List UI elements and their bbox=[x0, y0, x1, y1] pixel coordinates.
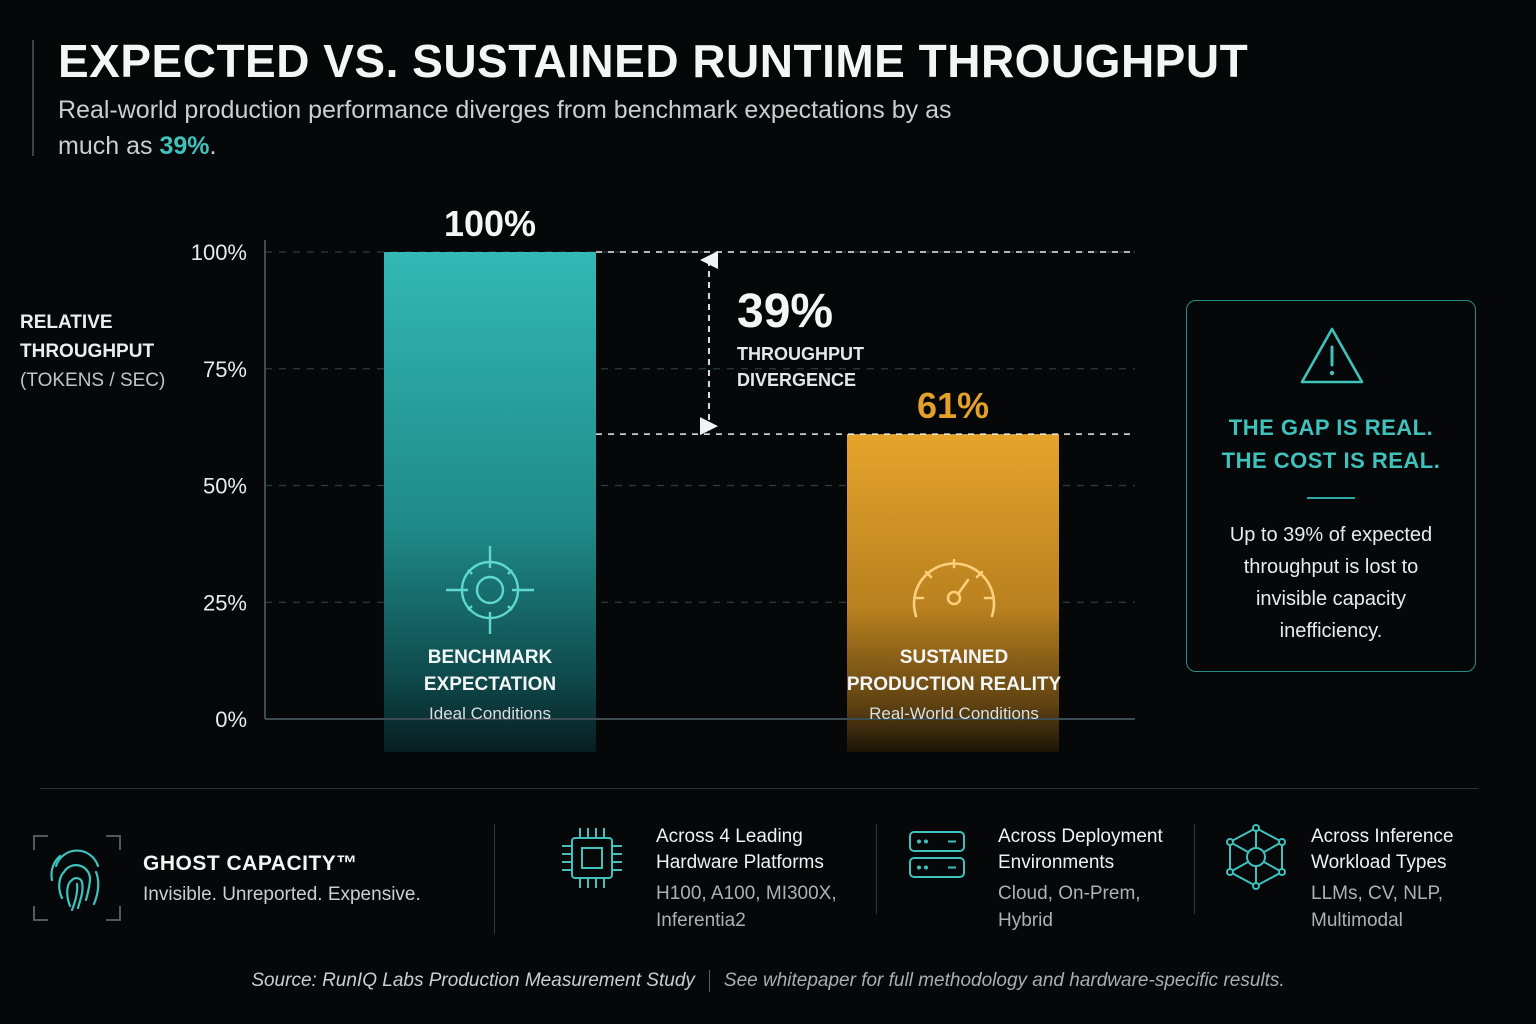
divergence-label-line2: DIVERGENCE bbox=[737, 370, 857, 390]
warning-triangle-icon bbox=[1300, 327, 1364, 384]
axis-layer: 0% 25% 50% 75% 100% bbox=[191, 240, 1135, 732]
footer-separator bbox=[708, 970, 710, 992]
bar-caption-production: SUSTAINED PRODUCTION REALITY Real-World … bbox=[834, 644, 1074, 724]
y-axis-label-line2: THROUGHPUT bbox=[20, 341, 155, 362]
target-crosshair-icon bbox=[446, 546, 534, 634]
methodology-note: See whitepaper for full methodology and … bbox=[723, 970, 1285, 992]
y-axis-label-line1: RELATIVE bbox=[20, 312, 113, 333]
section-divider bbox=[40, 788, 1478, 789]
divergence-label-line1: THROUGHPUT bbox=[737, 344, 864, 364]
y-tick-label: 100% bbox=[191, 240, 247, 265]
ghost-capacity-subtitle: Invisible. Unreported. Expensive. bbox=[143, 884, 421, 905]
callout-divider bbox=[1307, 497, 1355, 499]
feature-environment-detail: Cloud, On-Prem, Hybrid bbox=[998, 883, 1141, 931]
throughput-chart: 100% 61% 0% 25% 50% 75% 100% bbox=[191, 203, 1135, 752]
divergence-value: 39% bbox=[737, 285, 834, 338]
callout-heading: THE GAP IS REAL. THE COST IS REAL. bbox=[1187, 411, 1475, 477]
callout-heading-line1: THE GAP IS REAL. bbox=[1228, 415, 1434, 440]
speedometer-icon bbox=[912, 558, 996, 618]
feature-workload-detail: LLMs, CV, NLP, Multimodal bbox=[1311, 883, 1444, 931]
callout-body: Up to 39% of expected throughput is lost… bbox=[1229, 524, 1433, 642]
source-footer: Source: RunIQ Labs Production Measuremen… bbox=[0, 970, 1536, 992]
bar-value-label: 61% bbox=[917, 385, 989, 426]
feature-hardware-detail: H100, A100, MI300X, Inferentia2 bbox=[656, 883, 837, 931]
page-title: EXPECTED VS. SUSTAINED RUNTIME THROUGHPU… bbox=[58, 35, 1249, 87]
bar-label-line1: SUSTAINED bbox=[899, 647, 1009, 668]
bar-label-line2: EXPECTATION bbox=[423, 674, 557, 695]
server-icon bbox=[909, 831, 965, 878]
gap-callout-card: THE GAP IS REAL. THE COST IS REAL. Up to… bbox=[1186, 300, 1476, 672]
bars-layer: 100% 61% bbox=[384, 203, 1059, 752]
feature-divider bbox=[876, 824, 877, 914]
page-subtitle: Real-world production performance diverg… bbox=[58, 92, 1008, 164]
subtitle-highlight: 39% bbox=[159, 132, 210, 160]
bar-condition: Real-World Conditions bbox=[869, 704, 1039, 723]
bar-caption-benchmark: BENCHMARK EXPECTATION Ideal Conditions bbox=[370, 644, 610, 724]
title-accent-rule bbox=[32, 40, 34, 156]
feature-hardware-title: Across 4 Leading Hardware Platforms bbox=[656, 826, 824, 873]
bar bbox=[384, 252, 596, 752]
annotation-layer bbox=[596, 251, 1135, 436]
y-axis-label: RELATIVE THROUGHPUT (TOKENS / SEC) bbox=[20, 308, 165, 395]
y-tick-label: 0% bbox=[215, 707, 247, 732]
subtitle-text: Real-world production performance diverg… bbox=[58, 96, 952, 160]
bar-label-line2: PRODUCTION REALITY bbox=[846, 674, 1062, 695]
divergence-annotation: 39% THROUGHPUT DIVERGENCE bbox=[737, 284, 897, 393]
bar-value-label: 100% bbox=[444, 203, 536, 244]
subtitle-end: . bbox=[209, 132, 217, 160]
y-tick-label: 75% bbox=[203, 357, 247, 382]
bar-label-line1: BENCHMARK bbox=[427, 647, 553, 668]
y-tick-label: 50% bbox=[203, 474, 247, 499]
callout-heading-line2: THE COST IS REAL. bbox=[1221, 448, 1441, 473]
feature-divider bbox=[1194, 824, 1195, 914]
chip-icon bbox=[562, 828, 622, 888]
y-tick-label: 25% bbox=[203, 590, 247, 615]
feature-workload-title: Across Inference Workload Types bbox=[1311, 826, 1454, 873]
feature-divider bbox=[494, 824, 495, 934]
y-axis-label-line3: (TOKENS / SEC) bbox=[20, 370, 166, 391]
network-cube-icon bbox=[1226, 824, 1286, 890]
feature-environment-title: Across Deployment Environments bbox=[998, 826, 1163, 873]
fingerprint-icon bbox=[33, 835, 121, 921]
bar-condition: Ideal Conditions bbox=[429, 704, 551, 723]
source-text: Source: RunIQ Labs Production Measuremen… bbox=[251, 970, 695, 992]
ghost-capacity-title: GHOST CAPACITY™ bbox=[143, 852, 358, 875]
